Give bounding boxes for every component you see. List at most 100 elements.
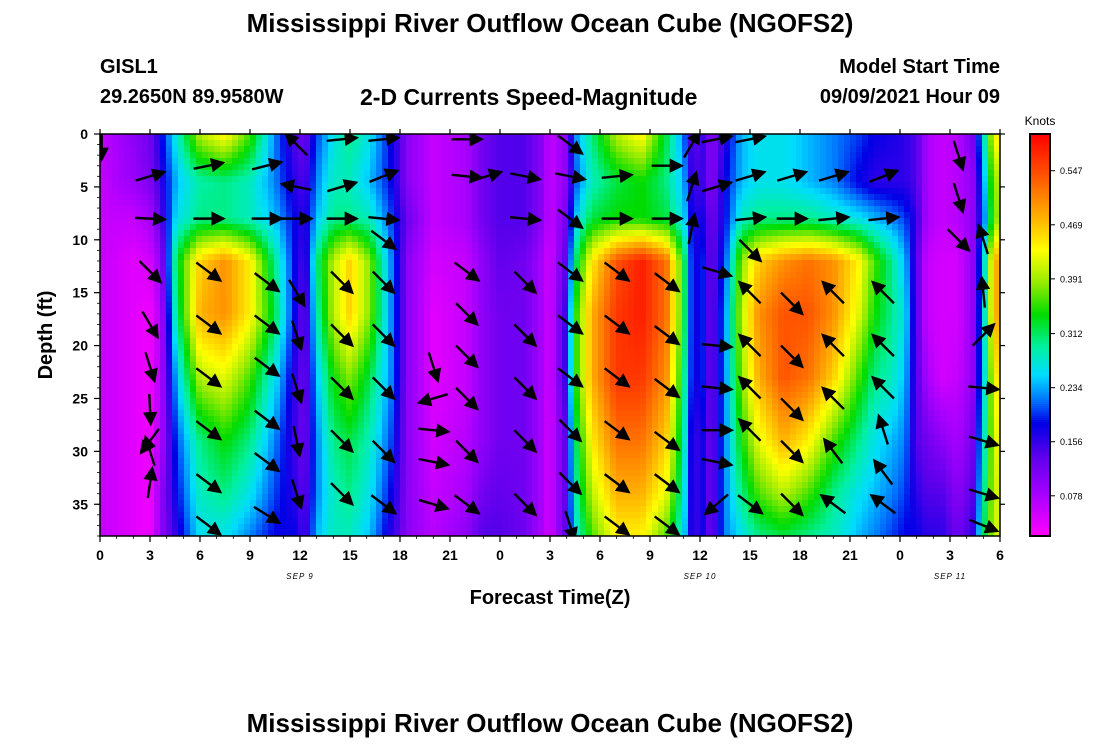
heatmap-cell [532,320,539,327]
heatmap-cell [286,518,293,525]
heatmap-cell [238,458,245,465]
heatmap-cell [496,272,503,279]
heatmap-cell [262,470,269,477]
heatmap-cell [220,290,227,297]
heatmap-cell [490,386,497,393]
heatmap-cell [424,410,431,417]
heatmap-cell [406,368,413,375]
heatmap-cell [262,230,269,237]
heatmap-cell [364,188,371,195]
heatmap-cell [484,434,491,441]
heatmap-cell [310,158,317,165]
heatmap-cell [394,500,401,507]
heatmap-cell [370,368,377,375]
heatmap-cell [496,140,503,147]
heatmap-cell [250,404,257,411]
heatmap-cell [256,326,263,333]
heatmap-cell [196,458,203,465]
heatmap-cell [190,296,197,303]
heatmap-cell [442,446,449,453]
heatmap-cell [160,332,167,339]
heatmap-cell [352,518,359,525]
heatmap-cell [304,266,311,273]
heatmap-cell [298,488,305,495]
heatmap-cell [454,332,461,339]
heatmap-cell [232,440,239,447]
heatmap-cell [316,248,323,255]
heatmap-cell [316,242,323,249]
heatmap-cell [328,446,335,453]
heatmap-cell [478,200,485,207]
heatmap-cell [268,482,275,489]
heatmap-cell [382,464,389,471]
heatmap-cell [394,380,401,387]
heatmap-cell [436,296,443,303]
heatmap-cell [196,344,203,351]
heatmap-cell [304,464,311,471]
heatmap-cell [166,482,173,489]
heatmap-cell [196,284,203,291]
heatmap-cell [280,134,287,141]
heatmap-cell [124,146,131,153]
heatmap-cell [136,278,143,285]
heatmap-cell [400,452,407,459]
heatmap-cell [526,158,533,165]
heatmap-cell [544,140,551,147]
heatmap-cell [484,248,491,255]
heatmap-cell [118,506,125,513]
heatmap-cell [502,524,509,531]
heatmap-cell [388,272,395,279]
heatmap-cell [268,344,275,351]
heatmap-cell [232,392,239,399]
heatmap-cell [394,284,401,291]
heatmap-cell [160,482,167,489]
heatmap-cell [502,272,509,279]
heatmap-cell [508,518,515,525]
heatmap-cell [526,206,533,213]
heatmap-cell [124,350,131,357]
heatmap-cell [544,290,551,297]
heatmap-cell [208,248,215,255]
heatmap-cell [460,284,467,291]
heatmap-cell [376,320,383,327]
heatmap-cell [514,182,521,189]
heatmap-cell [340,230,347,237]
heatmap-cell [202,356,209,363]
heatmap-cell [322,374,329,381]
heatmap-cell [418,506,425,513]
heatmap-cell [430,242,437,249]
heatmap-cell [394,386,401,393]
heatmap-cell [166,200,173,207]
heatmap-cell [364,308,371,315]
heatmap-cell [190,134,197,141]
heatmap-cell [466,212,473,219]
heatmap-cell [250,284,257,291]
heatmap-cell [484,494,491,501]
heatmap-cell [202,458,209,465]
heatmap-cell [388,446,395,453]
heatmap-cell [496,182,503,189]
heatmap-cell [430,452,437,459]
heatmap-cell [376,512,383,519]
heatmap-cell [292,266,299,273]
heatmap-cell [538,272,545,279]
heatmap-cell [118,350,125,357]
heatmap-cell [508,428,515,435]
heatmap-cell [184,302,191,309]
heatmap-cell [502,224,509,231]
heatmap-cell [190,212,197,219]
heatmap-cell [538,344,545,351]
heatmap-cell [484,266,491,273]
heatmap-cell [274,314,281,321]
heatmap-cell [220,224,227,231]
heatmap-cell [388,236,395,243]
heatmap-cell [160,518,167,525]
heatmap-cell [250,326,257,333]
heatmap-cell [526,200,533,207]
heatmap-cell [220,392,227,399]
heatmap-cell [412,362,419,369]
heatmap-cell [130,368,137,375]
heatmap-cell [256,188,263,195]
heatmap-cell [520,272,527,279]
heatmap-cell [184,134,191,141]
